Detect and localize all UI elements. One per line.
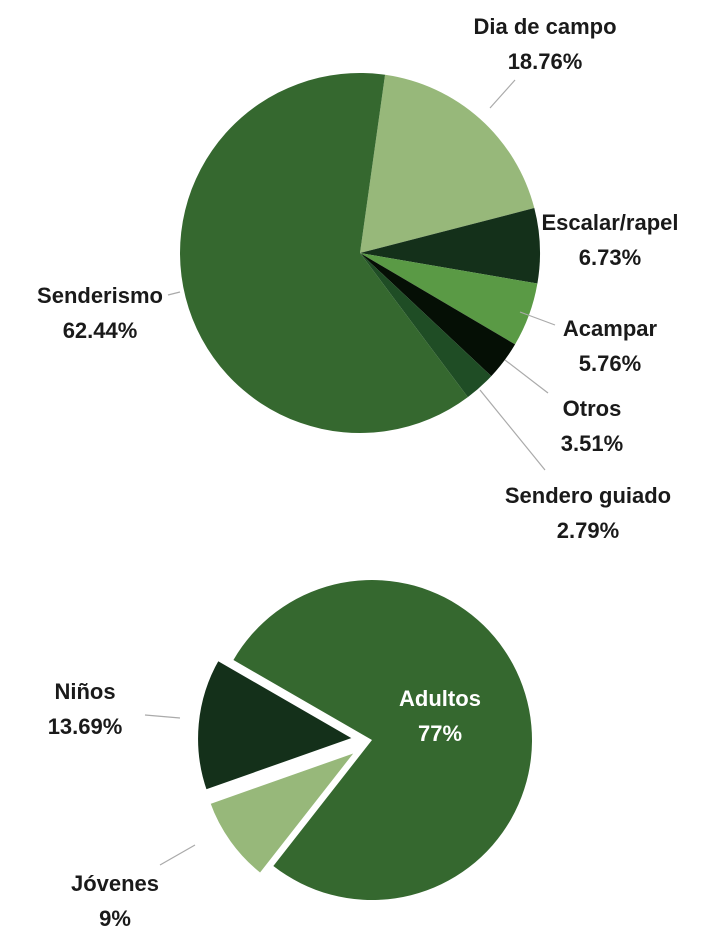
pie-slice <box>360 208 541 284</box>
slice-value-label: 5.76% <box>579 351 641 376</box>
slice-value-label: 2.79% <box>557 518 619 543</box>
slice-label: Adultos <box>399 686 481 711</box>
slice-value-label: 9% <box>99 906 131 929</box>
slice-label: Jóvenes <box>71 871 159 896</box>
pie-slice <box>360 253 538 345</box>
slice-value-label: 3.51% <box>561 431 623 456</box>
pie-slice <box>360 253 492 398</box>
leader-line <box>159 844 196 866</box>
slice-label: Acampar <box>563 316 658 341</box>
slice-label: Dia de campo <box>473 14 616 39</box>
slice-value-label: 18.76% <box>508 49 583 74</box>
slice-label: Sendero guiado <box>505 483 671 508</box>
pie-slice <box>360 74 535 254</box>
leader-line <box>504 359 549 394</box>
pie-slice <box>360 253 516 377</box>
pie-slice <box>194 655 361 795</box>
leader-line <box>519 311 556 326</box>
slice-value-label: 13.69% <box>48 714 123 739</box>
leader-line <box>167 291 181 296</box>
slice-label: Escalar/rapel <box>542 210 679 235</box>
pie-slice <box>205 745 365 879</box>
slice-value-label: 6.73% <box>579 245 641 270</box>
leader-line <box>479 389 546 471</box>
pie-slice <box>233 580 533 900</box>
leader-line <box>144 714 181 719</box>
slice-label: Niños <box>54 679 115 704</box>
slice-value-label: 62.44% <box>63 318 138 343</box>
slice-label: Senderismo <box>37 283 163 308</box>
pie-slice <box>180 72 468 433</box>
leader-line <box>489 79 516 109</box>
slice-label: Otros <box>563 396 622 421</box>
slice-value-label: 77% <box>418 721 462 746</box>
